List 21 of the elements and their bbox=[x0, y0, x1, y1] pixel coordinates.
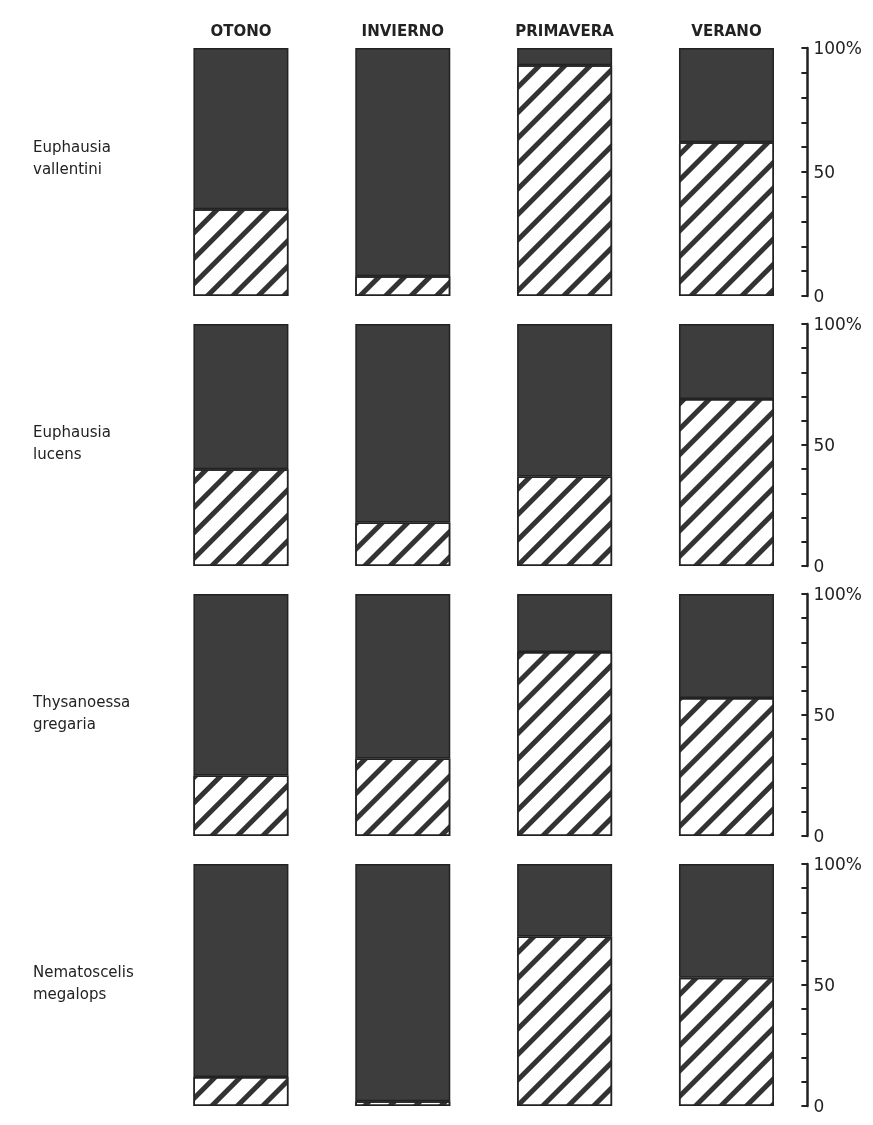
y-tick-label: 50 bbox=[813, 435, 836, 455]
y-tick-label: 50 bbox=[813, 705, 836, 725]
bar bbox=[355, 864, 451, 1102]
text: Euphausia vallentini bbox=[33, 138, 116, 178]
y-tick-label: 50 bbox=[813, 162, 836, 182]
y-tick-label: 100% bbox=[813, 314, 863, 334]
y-tick-label: 100% bbox=[813, 38, 863, 58]
x-tick-label: INVIERNO bbox=[361, 21, 444, 40]
y-tick-label: 0 bbox=[813, 1096, 825, 1116]
y-tick-label: 0 bbox=[813, 286, 825, 306]
x-tick-label: OTONO bbox=[210, 21, 272, 40]
y-tick-label: 100% bbox=[813, 584, 863, 604]
x-tick-label: PRIMAVERA bbox=[515, 21, 615, 40]
y-tick-label: 50 bbox=[813, 975, 836, 995]
text: Thysanoessa gregaria bbox=[32, 693, 136, 733]
y-tick-label: 100% bbox=[813, 854, 863, 874]
x-tick-label: VERANO bbox=[691, 21, 762, 40]
text: Euphausia lucens bbox=[33, 423, 116, 463]
text: Nematoscelis megalops bbox=[33, 963, 139, 1003]
y-tick-label: 0 bbox=[813, 826, 825, 846]
y-tick-label: 0 bbox=[813, 556, 825, 576]
